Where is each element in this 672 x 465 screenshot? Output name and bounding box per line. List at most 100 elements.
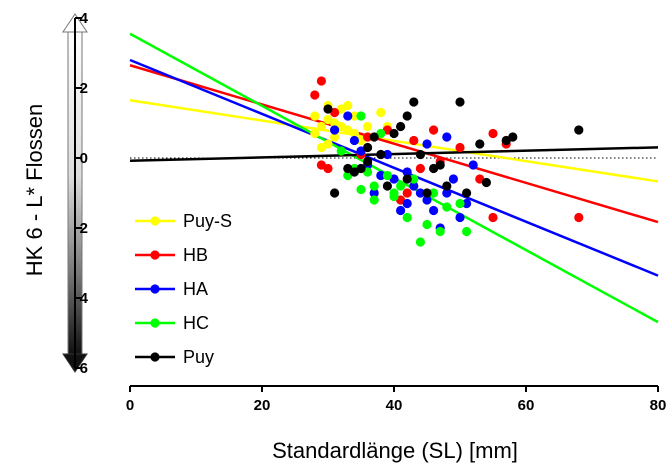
legend-label: HC (183, 313, 209, 333)
data-point-puy (369, 132, 379, 142)
data-point-puy (574, 125, 584, 135)
data-point-hc (356, 111, 366, 121)
y-axis-title: HK 6 - L* Flossen (22, 104, 47, 276)
data-point-ha (422, 139, 432, 149)
legend-label: HA (183, 279, 208, 299)
data-point-hb (323, 163, 333, 174)
regression-line-hb (129, 64, 659, 224)
data-point-hc (402, 212, 412, 223)
data-point-puy-s (316, 121, 326, 132)
data-points (310, 76, 584, 247)
legend-marker (150, 284, 160, 294)
x-tick-label: 0 (126, 397, 134, 414)
data-point-hc (409, 174, 419, 184)
data-point-hb (455, 142, 465, 153)
legend-marker (150, 352, 160, 362)
data-point-hb (429, 125, 439, 135)
data-point-ha (448, 174, 458, 184)
data-point-hc (462, 226, 472, 237)
data-point-puy-s (343, 100, 353, 111)
data-point-puy (475, 139, 485, 149)
data-point-ha (343, 111, 353, 121)
data-point-puy (409, 97, 419, 107)
x-axis-title: Standardlänge (SL) [mm] (272, 438, 518, 463)
data-point-puy (323, 104, 333, 114)
data-point-puy-s (363, 121, 373, 132)
data-point-hc (422, 219, 432, 230)
legend: Puy-S HB HA HC Puy (135, 211, 232, 367)
y-tick-label: 4 (80, 290, 89, 307)
legend-label: HB (183, 245, 208, 265)
data-point-ha (382, 149, 392, 160)
data-point-ha (462, 198, 472, 209)
data-point-puy (356, 163, 366, 174)
data-point-puy (382, 181, 392, 191)
x-tick-label: 80 (650, 397, 667, 414)
data-point-hb (488, 128, 498, 139)
data-point-hc (369, 195, 379, 205)
x-tick-label: 40 (386, 397, 403, 414)
data-point-hb (574, 212, 584, 223)
legend-label: Puy-S (183, 211, 232, 231)
data-point-hc (415, 237, 425, 247)
data-point-puy (455, 97, 465, 107)
data-point-puy (376, 149, 386, 160)
data-point-ha (455, 212, 465, 223)
data-point-hc (429, 188, 439, 198)
data-point-ha (409, 181, 419, 191)
data-point-puy-s (349, 128, 359, 139)
data-point-puy (363, 156, 373, 167)
data-point-ha (402, 167, 412, 177)
data-point-puy (389, 128, 399, 139)
regression-line-puy-s (129, 99, 659, 183)
regression-line-ha (129, 58, 659, 277)
data-point-ha (402, 198, 412, 209)
x-tick-label: 60 (518, 397, 535, 414)
data-point-ha (369, 188, 379, 198)
data-point-hb (415, 163, 425, 174)
data-point-ha (330, 125, 340, 135)
legend-label: Puy (183, 347, 214, 367)
data-point-hb (310, 90, 320, 100)
data-point-hb (316, 76, 326, 86)
data-point-ha (376, 170, 386, 181)
data-point-hb (363, 132, 373, 142)
data-point-ha (422, 195, 432, 205)
data-point-puy-s (323, 139, 333, 149)
data-point-hb (488, 212, 498, 223)
data-point-puy (415, 149, 425, 160)
y-tick-label: 2 (80, 80, 88, 97)
data-point-hc (356, 184, 366, 195)
legend-marker (150, 318, 160, 328)
y-tick-label: 4 (80, 10, 89, 27)
data-point-puy (396, 121, 406, 132)
data-point-hb (409, 135, 419, 146)
y-tick-label: 6 (80, 360, 88, 377)
data-point-puy (402, 174, 412, 184)
data-point-puy-s (310, 128, 320, 139)
data-point-hb (402, 188, 412, 198)
data-point-puy (481, 177, 491, 188)
legend-marker (150, 250, 160, 260)
data-point-hc (396, 181, 406, 191)
data-point-puy (363, 142, 373, 153)
regression-line-puy (129, 146, 659, 163)
data-point-puy-s (310, 111, 320, 121)
data-point-puy (435, 160, 445, 170)
data-point-ha (349, 135, 359, 146)
data-point-ha (396, 205, 406, 216)
data-point-hc (382, 170, 392, 181)
data-point-ha (468, 160, 478, 170)
legend-marker (150, 216, 160, 226)
data-point-ha (442, 188, 452, 198)
data-point-hc (369, 181, 379, 191)
data-point-puy-s (323, 114, 333, 125)
y-tick-label: 0 (80, 150, 88, 167)
data-point-puy (462, 188, 472, 198)
y-tick-label: 2 (80, 220, 88, 237)
data-point-hc (442, 202, 452, 212)
data-point-puy-s (349, 111, 359, 121)
data-point-puy-s (376, 107, 386, 118)
